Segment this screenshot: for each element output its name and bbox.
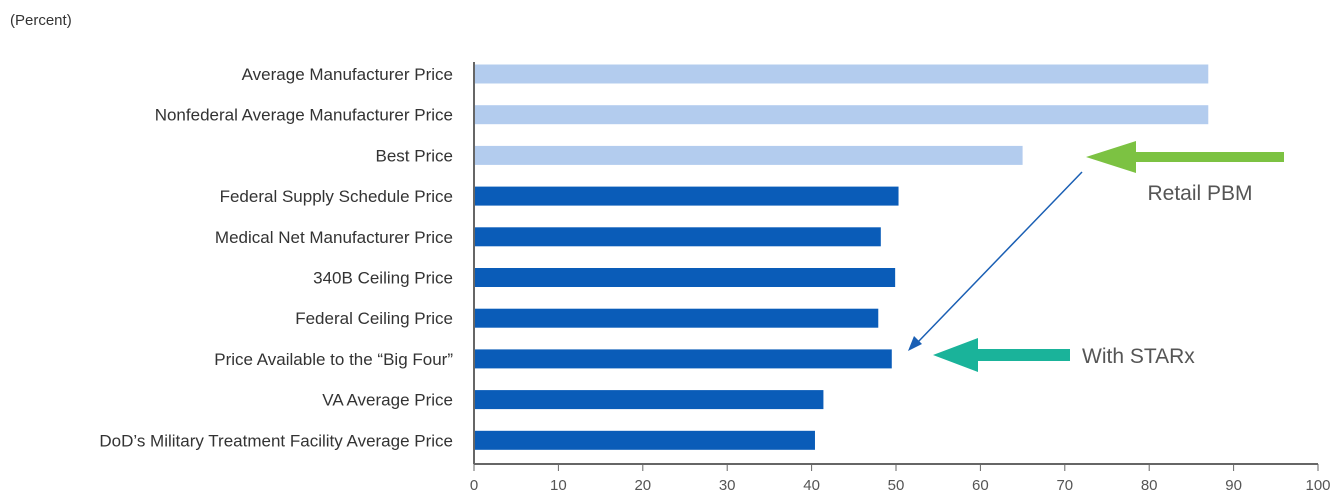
x-tick-label: 20 xyxy=(634,477,651,494)
x-tick-label: 100 xyxy=(1305,477,1330,494)
bar-1 xyxy=(474,64,1209,84)
category-label: DoD’s Military Treatment Facility Averag… xyxy=(99,431,453,450)
x-tick-label: 10 xyxy=(550,477,567,494)
category-label: Average Manufacturer Price xyxy=(242,65,453,84)
x-tick-label: 50 xyxy=(888,477,905,494)
bar-6 xyxy=(474,268,896,287)
x-tick-label: 0 xyxy=(470,477,478,494)
pointer-arrowhead xyxy=(908,336,922,351)
bar-3 xyxy=(474,145,1023,165)
bar-9 xyxy=(474,390,824,410)
unit-label: (Percent) xyxy=(10,12,72,29)
category-label: 340B Ceiling Price xyxy=(313,269,453,288)
category-label: VA Average Price xyxy=(322,391,453,410)
ticks-group: 0 10 20 30 40 50 60 70 80 90 100 xyxy=(470,464,1331,494)
bar-4 xyxy=(474,186,899,206)
x-tick-label: 90 xyxy=(1225,477,1242,494)
bar-5 xyxy=(474,227,881,247)
x-tick-label: 60 xyxy=(972,477,989,494)
x-tick-label: 40 xyxy=(803,477,820,494)
category-label: Medical Net Manufacturer Price xyxy=(215,228,453,247)
x-tick-label: 70 xyxy=(1056,477,1073,494)
category-label: Federal Ceiling Price xyxy=(295,309,453,328)
category-labels-group: Average Manufacturer Price Nonfederal Ave… xyxy=(99,65,453,450)
category-label: Best Price xyxy=(376,146,453,165)
bar-8 xyxy=(474,349,892,369)
pointer-line xyxy=(917,171,1083,343)
bar-2 xyxy=(474,105,1209,125)
x-tick-label: 80 xyxy=(1141,477,1158,494)
category-label: Nonfederal Average Manufacturer Price xyxy=(155,106,453,125)
with-starx-label: With STARx xyxy=(1082,345,1195,368)
retail-pbm-label: Retail PBM xyxy=(1147,182,1252,205)
category-label: Federal Supply Schedule Price xyxy=(220,187,453,206)
category-label: Price Available to the “Big Four” xyxy=(214,350,453,369)
bar-10 xyxy=(474,430,815,450)
bar-7 xyxy=(474,308,879,328)
annotations-group: Retail PBM With STARx xyxy=(908,141,1284,372)
x-tick-label: 30 xyxy=(719,477,736,494)
with-starx-arrow xyxy=(933,338,1070,372)
bars-group xyxy=(474,64,1209,450)
retail-pbm-arrow xyxy=(1086,141,1284,173)
